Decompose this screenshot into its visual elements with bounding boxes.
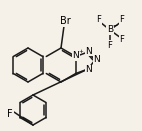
Text: F: F — [97, 15, 101, 24]
Text: N: N — [72, 51, 79, 60]
Text: F: F — [120, 15, 124, 24]
Text: N: N — [86, 47, 92, 56]
Text: N: N — [86, 66, 92, 75]
Text: F: F — [120, 34, 124, 43]
Text: B: B — [107, 26, 113, 34]
Text: F: F — [107, 40, 112, 50]
Text: F: F — [7, 109, 13, 119]
Text: +: + — [78, 49, 83, 54]
Text: −: − — [112, 23, 118, 28]
Text: N: N — [94, 56, 100, 64]
Text: Br: Br — [60, 16, 70, 26]
